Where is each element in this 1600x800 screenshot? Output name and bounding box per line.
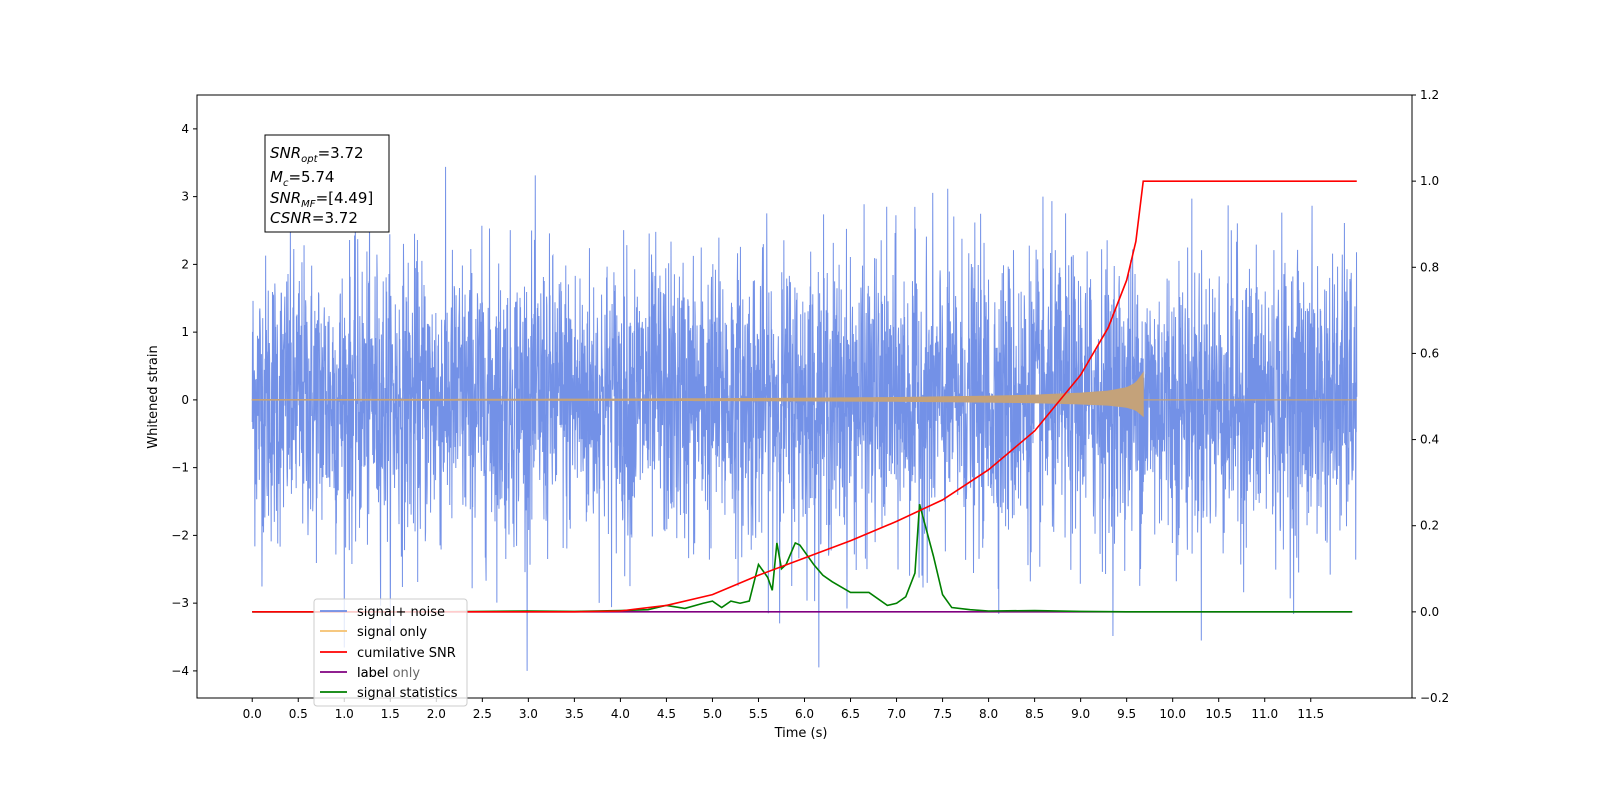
y-tick-label: 4 <box>181 122 189 136</box>
annotation-frame <box>264 134 390 233</box>
x-tick-label: 1.0 <box>335 707 354 721</box>
x-tick-label: 1.5 <box>381 707 400 721</box>
y2-tick-label: −0.2 <box>1420 691 1449 705</box>
x-tick-label: 0.0 <box>243 707 262 721</box>
x-tick-label: 10.5 <box>1205 707 1232 721</box>
signal-noise-series <box>251 166 1358 671</box>
x-tick-label: 3.0 <box>519 707 538 721</box>
annotation-line: SNRMF=[4.49] <box>270 189 373 210</box>
y2-tick-label: 0.8 <box>1420 260 1439 274</box>
x-tick-label: 10.0 <box>1159 707 1186 721</box>
legend-frame <box>313 598 468 707</box>
x-tick-label: 6.5 <box>841 707 860 721</box>
signal-statistics-line <box>252 503 1353 613</box>
x-tick-label: 9.5 <box>1117 707 1136 721</box>
signal-only-series <box>251 371 1357 418</box>
x-tick-label: 5.0 <box>703 707 722 721</box>
legend-entry-label: signal statistics <box>357 686 458 701</box>
x-axis: 0.0 0.5 1.0 1.5 2.0 2.5 3.0 3.5 4.0 4.5 5.0 5.5 6.0 6… <box>243 698 1324 721</box>
y-tick-label: −3 <box>171 596 189 610</box>
x-tick-label: 3.5 <box>565 707 584 721</box>
x-tick-label: 9.0 <box>1071 707 1090 721</box>
y2-tick-label: 0.0 <box>1420 605 1439 619</box>
x-tick-label: 6.0 <box>795 707 814 721</box>
y-tick-label: −1 <box>171 461 189 475</box>
y-tick-label: −4 <box>171 664 189 678</box>
y-axis-label: Whitened strain <box>146 345 161 448</box>
annotation-line: Mc=5.74 <box>270 168 334 189</box>
y-tick-label: −2 <box>171 528 189 542</box>
annotation-line: CSNR=3.72 <box>270 209 358 227</box>
y-tick-label: 1 <box>181 325 189 339</box>
x-axis-label: Time (s) <box>774 726 828 741</box>
x-tick-label: 7.5 <box>933 707 952 721</box>
y2-tick-label: 1.2 <box>1420 88 1439 102</box>
y2-tick-label: 0.4 <box>1420 433 1439 447</box>
x-tick-label: 2.5 <box>473 707 492 721</box>
x-tick-label: 7.0 <box>887 707 906 721</box>
y-tick-label: 2 <box>181 257 189 271</box>
legend-entry-label: label <box>357 666 388 681</box>
y2-tick-label: 0.2 <box>1420 519 1439 533</box>
legend: label only signal+ noise signal only cumila… <box>313 598 468 707</box>
legend-entry-label: signal+ noise <box>357 605 445 620</box>
x-tick-label: 4.0 <box>611 707 630 721</box>
y-tick-label: 3 <box>181 190 189 204</box>
x-tick-label: 8.5 <box>1025 707 1044 721</box>
legend-hidden-label: label only <box>357 666 420 681</box>
x-tick-label: 2.0 <box>427 707 446 721</box>
x-tick-label: 8.0 <box>979 707 998 721</box>
y2-tick-label: 1.0 <box>1420 174 1439 188</box>
annotation-line: SNRopt=3.72 <box>270 144 364 165</box>
x-tick-label: 4.5 <box>657 707 676 721</box>
cumulative-snr-line <box>252 180 1357 613</box>
x-tick-label: 11.0 <box>1251 707 1278 721</box>
x-tick-label: 11.5 <box>1297 707 1324 721</box>
y-tick-label: 0 <box>181 393 189 407</box>
legend-entry-label: signal only <box>357 625 427 640</box>
x-tick-label: 5.5 <box>749 707 768 721</box>
y-axis-left: 4 3 2 1 0 −1 −2 −3 −4 <box>171 122 197 678</box>
legend-entry-label: cumilative SNR <box>357 646 456 661</box>
x-tick-label: 0.5 <box>289 707 308 721</box>
y-axis-right: 1.2 1.0 0.8 0.6 0.4 0.2 0.0 −0.2 <box>1412 88 1449 705</box>
signal-noise-line <box>251 166 1358 671</box>
y2-tick-label: 0.6 <box>1420 346 1439 360</box>
